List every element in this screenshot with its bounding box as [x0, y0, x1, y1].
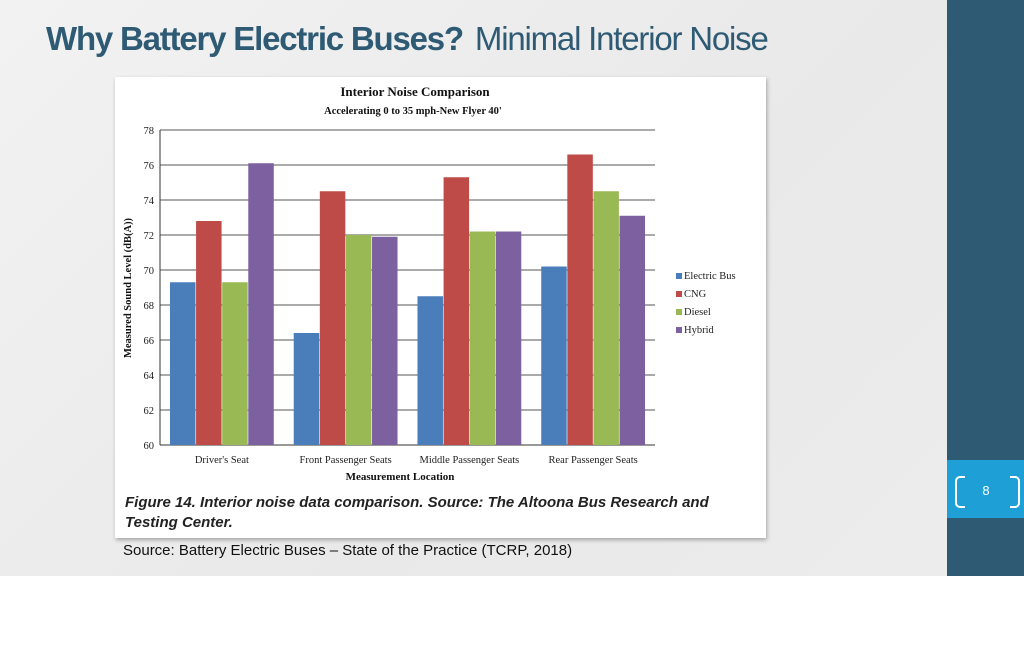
bar — [567, 154, 593, 445]
x-tick-label: Driver's Seat — [195, 455, 249, 466]
x-tick-label: Front Passenger Seats — [300, 455, 392, 466]
y-tick-label: 64 — [144, 371, 155, 382]
y-tick-label: 78 — [144, 126, 155, 137]
title-subtitle: Minimal Interior Noise — [474, 20, 769, 57]
left-bracket-icon — [955, 476, 965, 508]
legend-swatch — [676, 291, 682, 297]
bar — [619, 215, 646, 445]
bar — [541, 266, 567, 445]
legend-label: Hybrid — [684, 325, 714, 336]
y-tick-label: 66 — [144, 336, 155, 347]
x-axis-label: Measurement Location — [346, 471, 455, 483]
bar — [222, 282, 248, 445]
page-number-badge — [947, 460, 1024, 518]
figure-caption: Figure 14. Interior noise data compariso… — [125, 494, 709, 531]
y-tick-label: 72 — [144, 231, 155, 242]
bar — [593, 191, 619, 445]
chart-subtitle: Accelerating 0 to 35 mph-New Flyer 40' — [324, 106, 502, 117]
bar — [169, 282, 196, 445]
y-axis-label: Measured Sound Level (dB(A)) — [123, 217, 134, 358]
bar — [495, 231, 522, 445]
x-tick-label: Middle Passenger Seats — [420, 455, 520, 466]
chart-figure: Interior Noise Comparison Accelerating 0… — [115, 77, 766, 538]
y-tick-label: 70 — [144, 266, 155, 277]
bar — [417, 296, 443, 445]
y-tick-label: 76 — [144, 161, 155, 172]
bar — [443, 177, 470, 445]
slide-title: Why Battery Electric Buses? Minimal Inter… — [46, 20, 769, 58]
y-tick-label: 74 — [144, 196, 155, 207]
title-strong: Why Battery Electric Buses? — [46, 20, 464, 57]
bar — [469, 231, 496, 445]
page-number: 8 — [982, 483, 990, 498]
legend-label: CNG — [684, 289, 707, 300]
bar — [293, 333, 320, 445]
source-text: Source: Battery Electric Buses – State o… — [123, 542, 573, 559]
bar — [319, 191, 346, 445]
y-tick-label: 68 — [144, 301, 155, 312]
legend-label: Diesel — [684, 307, 711, 318]
bar — [345, 235, 372, 445]
bar — [248, 163, 274, 445]
legend-swatch — [676, 309, 682, 315]
noise-bar-chart: Interior Noise Comparison Accelerating 0… — [123, 84, 736, 483]
bar — [196, 221, 222, 445]
y-tick-label: 62 — [144, 406, 155, 417]
legend-swatch — [676, 273, 682, 279]
right-bracket-icon — [1010, 476, 1020, 508]
bar — [372, 236, 398, 445]
legend-swatch — [676, 327, 682, 333]
x-tick-label: Rear Passenger Seats — [549, 455, 638, 466]
legend-label: Electric Bus — [684, 271, 736, 282]
y-tick-label: 60 — [144, 441, 155, 452]
chart-title: Interior Noise Comparison — [340, 84, 490, 99]
